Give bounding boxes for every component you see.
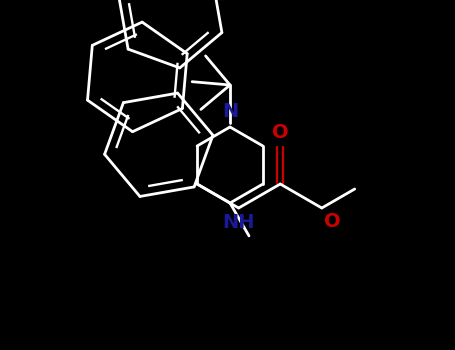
Text: O: O [324, 212, 340, 231]
Text: O: O [272, 123, 288, 142]
Text: N: N [222, 102, 238, 121]
Text: NH: NH [222, 213, 255, 232]
